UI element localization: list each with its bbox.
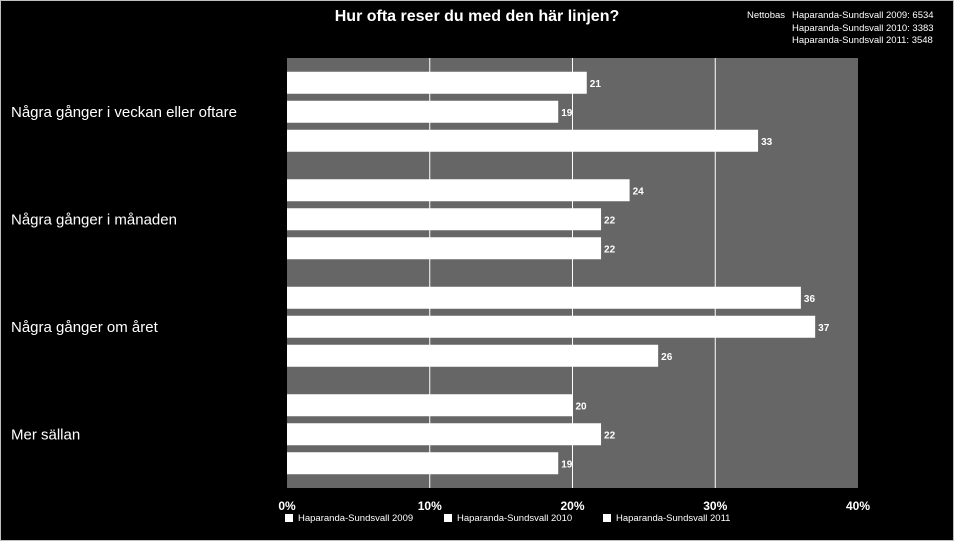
- x-tick-label: 30%: [703, 499, 727, 513]
- bar: [287, 129, 759, 152]
- data-label: 37: [818, 323, 830, 334]
- x-tick-label: 20%: [560, 499, 584, 513]
- bar: [287, 71, 587, 94]
- bar: [287, 344, 659, 367]
- bar: [287, 237, 602, 260]
- bar: [287, 423, 602, 446]
- category-label: Några gånger i veckan eller oftare: [11, 104, 237, 121]
- data-label: 19: [561, 108, 573, 119]
- data-label: 22: [604, 430, 616, 441]
- nettobas-line-2011: Haparanda-Sundsvall 2011: 3548: [792, 35, 933, 46]
- category-label: Några gånger i månaden: [11, 211, 177, 228]
- data-label: 26: [661, 352, 673, 363]
- data-label: 33: [761, 137, 773, 148]
- data-label: 19: [561, 459, 573, 470]
- legend-label-2010: Haparanda-Sundsvall 2010: [457, 513, 573, 524]
- legend-swatch-2010: [444, 514, 452, 522]
- x-tick-label: 10%: [418, 499, 442, 513]
- data-label: 22: [604, 215, 616, 226]
- legend-item-2011: Haparanda-Sundsvall 2011: [603, 513, 730, 524]
- bar: [287, 315, 816, 338]
- bar: [287, 286, 801, 309]
- x-tick-label: 0%: [278, 499, 296, 513]
- data-label: 21: [590, 79, 602, 90]
- legend-label-2009: Haparanda-Sundsvall 2009: [298, 513, 414, 524]
- legend-swatch-2009: [285, 514, 293, 522]
- data-label: 24: [633, 186, 645, 197]
- category-label: Några gånger om året: [11, 319, 159, 336]
- nettobas-line-2010: Haparanda-Sundsvall 2010: 3383: [792, 22, 934, 34]
- nettobas-line-2009: Haparanda-Sundsvall 2009: 6534: [792, 10, 934, 21]
- legend-item-2009: Haparanda-Sundsvall 2009: [285, 513, 413, 524]
- x-tick-label: 40%: [846, 499, 870, 513]
- bar: [287, 179, 630, 202]
- data-label: 22: [604, 244, 616, 255]
- bar: [287, 394, 573, 417]
- data-label: 20: [576, 401, 588, 412]
- legend-item-2010: Haparanda-Sundsvall 2010: [444, 513, 572, 524]
- legend-label-2011: Haparanda-Sundsvall 2011: [616, 513, 731, 524]
- nettobas-label: Nettobas: [747, 10, 786, 21]
- chart-title: Hur ofta reser du med den här linjen?: [334, 8, 620, 25]
- bar: [287, 100, 559, 123]
- category-label: Mer sällan: [11, 426, 80, 443]
- legend-swatch-2011: [603, 514, 611, 522]
- data-label: 36: [804, 294, 816, 305]
- bar: [287, 452, 559, 475]
- bar: [287, 208, 602, 231]
